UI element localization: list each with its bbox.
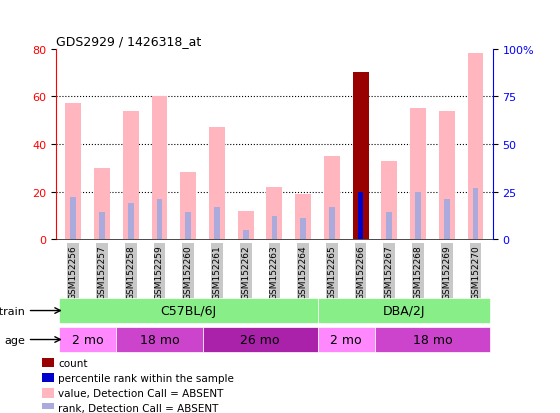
Text: GSM152257: GSM152257	[97, 244, 106, 299]
Bar	[358, 192, 363, 240]
Text: value, Detection Call = ABSENT: value, Detection Call = ABSENT	[58, 388, 223, 398]
Text: GSM152266: GSM152266	[356, 244, 365, 299]
Text: count: count	[58, 358, 88, 368]
Bar	[267, 187, 282, 240]
Text: GSM152260: GSM152260	[184, 244, 193, 299]
Bar	[410, 109, 426, 240]
Bar	[66, 104, 81, 240]
Bar	[444, 199, 450, 240]
Bar	[116, 328, 203, 352]
Bar	[185, 213, 191, 240]
Text: 18 mo: 18 mo	[413, 333, 452, 346]
Text: GSM152259: GSM152259	[155, 244, 164, 299]
Bar	[71, 198, 76, 240]
Bar	[375, 328, 490, 352]
Bar	[473, 188, 478, 240]
Text: GSM152270: GSM152270	[471, 244, 480, 299]
Bar	[128, 204, 134, 240]
Bar	[318, 328, 375, 352]
Text: rank, Detection Call = ABSENT: rank, Detection Call = ABSENT	[58, 404, 218, 413]
Text: GDS2929 / 1426318_at: GDS2929 / 1426318_at	[56, 36, 201, 48]
Bar	[329, 207, 335, 240]
Bar	[152, 97, 167, 240]
Text: GSM152258: GSM152258	[126, 244, 135, 299]
Bar	[42, 358, 54, 368]
Bar	[123, 111, 139, 240]
Bar	[439, 111, 455, 240]
Bar	[209, 128, 225, 240]
Bar	[324, 157, 340, 240]
Text: 2 mo: 2 mo	[72, 333, 104, 346]
Bar	[353, 73, 368, 240]
Bar	[468, 54, 483, 240]
Bar	[157, 199, 162, 240]
Text: 18 mo: 18 mo	[139, 333, 179, 346]
Bar	[243, 230, 249, 240]
Bar	[381, 161, 397, 240]
Bar	[99, 213, 105, 240]
Text: GSM152269: GSM152269	[442, 244, 451, 299]
Text: GSM152263: GSM152263	[270, 244, 279, 299]
Text: age: age	[4, 335, 25, 345]
Text: strain: strain	[0, 306, 25, 316]
Text: percentile rank within the sample: percentile rank within the sample	[58, 373, 234, 383]
Bar	[300, 218, 306, 240]
Bar	[180, 173, 196, 240]
Bar	[214, 207, 220, 240]
Bar	[318, 299, 490, 323]
Bar	[42, 373, 54, 382]
Bar	[42, 403, 54, 413]
Text: DBA/2J: DBA/2J	[382, 304, 425, 317]
Bar	[203, 328, 318, 352]
Text: C57BL/6J: C57BL/6J	[160, 304, 216, 317]
Bar	[272, 217, 277, 240]
Bar	[238, 211, 254, 240]
Text: GSM152265: GSM152265	[328, 244, 337, 299]
Bar	[415, 192, 421, 240]
Bar	[59, 328, 116, 352]
Bar	[59, 299, 318, 323]
Text: GSM152264: GSM152264	[298, 244, 307, 299]
Text: GSM152267: GSM152267	[385, 244, 394, 299]
Bar	[42, 388, 54, 398]
Bar	[94, 168, 110, 240]
Text: GSM152261: GSM152261	[212, 244, 221, 299]
Text: 2 mo: 2 mo	[330, 333, 362, 346]
Text: GSM152268: GSM152268	[414, 244, 423, 299]
Bar	[295, 195, 311, 240]
Text: GSM152256: GSM152256	[69, 244, 78, 299]
Text: 26 mo: 26 mo	[240, 333, 280, 346]
Bar	[386, 213, 392, 240]
Text: GSM152262: GSM152262	[241, 244, 250, 299]
